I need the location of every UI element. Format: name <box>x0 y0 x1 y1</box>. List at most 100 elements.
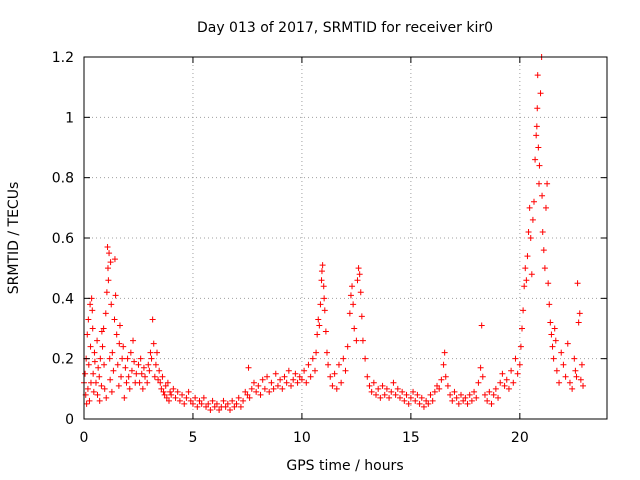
data-point <box>471 388 478 395</box>
data-point <box>315 316 322 323</box>
chart-title: Day 013 of 2017, SRMTID for receiver kir… <box>197 20 493 36</box>
data-point <box>86 397 93 404</box>
data-point <box>102 310 109 317</box>
x-tick-label: 0 <box>80 430 89 446</box>
data-point <box>85 361 92 368</box>
data-point <box>553 367 560 374</box>
data-point <box>571 355 578 362</box>
data-point <box>418 394 425 401</box>
data-point <box>399 388 406 395</box>
data-point <box>532 156 539 163</box>
data-point <box>165 397 172 404</box>
data-point <box>529 216 536 223</box>
data-point <box>183 394 190 401</box>
data-point <box>301 367 308 374</box>
data-point <box>104 244 111 251</box>
data-point <box>168 391 175 398</box>
data-point <box>99 343 106 350</box>
data-point <box>320 283 327 290</box>
data-point <box>127 349 134 356</box>
data-point <box>451 388 458 395</box>
data-point <box>477 364 484 371</box>
data-point <box>438 376 445 383</box>
data-point <box>281 373 288 380</box>
data-point <box>136 379 143 386</box>
data-point <box>154 349 161 356</box>
data-point <box>526 204 533 211</box>
data-point <box>331 370 338 377</box>
data-point <box>464 400 471 407</box>
data-point <box>305 361 312 368</box>
data-point <box>354 277 361 284</box>
data-point <box>329 382 336 389</box>
data-point <box>533 132 540 139</box>
data-point <box>106 250 113 257</box>
data-point <box>544 180 551 187</box>
data-point <box>87 301 94 308</box>
data-point <box>142 373 149 380</box>
data-point <box>298 376 305 383</box>
data-point <box>537 90 544 97</box>
data-point <box>209 397 216 404</box>
x-axis-label: GPS time / hours <box>286 458 403 474</box>
data-point <box>95 364 102 371</box>
data-point <box>388 388 395 395</box>
data-point <box>373 391 380 398</box>
data-point <box>540 247 547 254</box>
data-point <box>375 385 382 392</box>
data-point <box>366 382 373 389</box>
data-point <box>383 385 390 392</box>
data-point <box>534 105 541 112</box>
data-point <box>172 394 179 401</box>
data-point <box>133 370 140 377</box>
data-point <box>110 367 117 374</box>
data-point <box>519 325 526 332</box>
data-point <box>121 394 128 401</box>
data-point <box>546 301 553 308</box>
data-point <box>364 373 371 380</box>
data-point <box>294 379 301 386</box>
data-point <box>92 379 99 386</box>
data-point <box>466 391 473 398</box>
data-point <box>562 373 569 380</box>
data-point <box>303 379 310 386</box>
data-point <box>118 373 125 380</box>
data-point <box>444 382 451 389</box>
data-point <box>545 280 552 287</box>
data-point <box>386 394 393 401</box>
data-point <box>346 310 353 317</box>
data-point <box>484 397 491 404</box>
data-point <box>478 322 485 329</box>
data-point <box>108 388 115 395</box>
data-point <box>91 358 98 365</box>
data-point <box>277 376 284 383</box>
data-point <box>138 370 145 377</box>
data-point <box>524 253 531 260</box>
data-point <box>495 394 502 401</box>
data-point <box>120 343 127 350</box>
data-point <box>90 370 97 377</box>
data-point <box>259 376 266 383</box>
data-point <box>107 259 114 266</box>
data-point <box>257 391 264 398</box>
data-point <box>155 376 162 383</box>
data-point <box>379 382 386 389</box>
data-point <box>296 373 303 380</box>
data-point <box>279 385 286 392</box>
data-point <box>440 361 447 368</box>
data-point <box>323 349 330 356</box>
data-point <box>318 268 325 275</box>
data-point <box>479 373 486 380</box>
data-point <box>316 322 323 329</box>
data-point <box>90 388 97 395</box>
data-point <box>266 388 273 395</box>
y-tick-label: 0.2 <box>52 352 74 368</box>
data-point <box>194 403 201 410</box>
data-point <box>549 343 556 350</box>
data-point <box>539 228 546 235</box>
data-point <box>548 331 555 338</box>
data-point <box>146 367 153 374</box>
data-point <box>87 343 94 350</box>
data-point <box>246 394 253 401</box>
data-point <box>412 397 419 404</box>
